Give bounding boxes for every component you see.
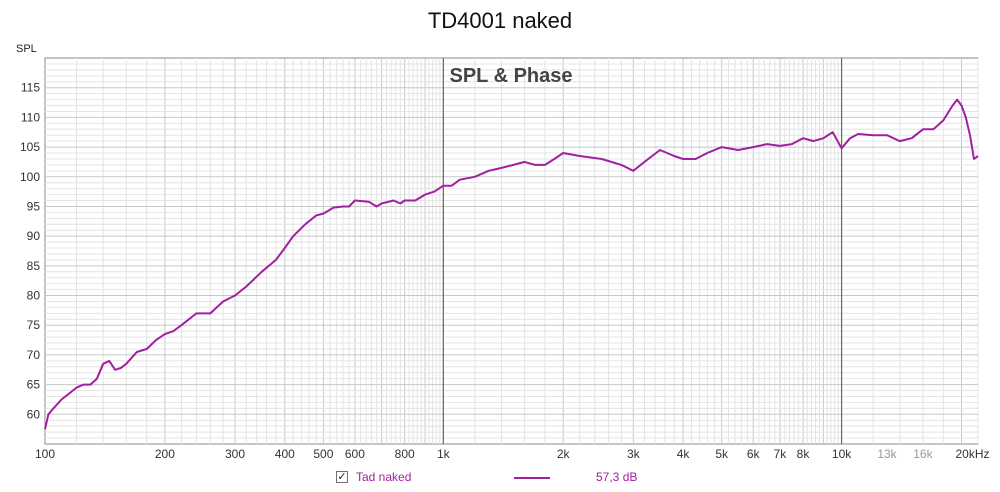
- y-tick-label: 105: [20, 140, 40, 154]
- legend-value: 57,3 dB: [596, 470, 638, 484]
- legend-series-label: Tad naked: [356, 470, 412, 484]
- y-tick-label: 60: [27, 407, 41, 421]
- x-tick-label: 8k: [797, 447, 811, 461]
- series-group: [44, 98, 979, 430]
- minor-grid: [45, 58, 979, 444]
- y-tick-label: 85: [27, 259, 41, 273]
- legend-checkbox[interactable]: ✓: [336, 471, 348, 483]
- x-tick-label: 400: [275, 447, 295, 461]
- x-tick-label: 4k: [677, 447, 691, 461]
- x-tick-label: 2k: [557, 447, 571, 461]
- chart-title: TD4001 naked: [427, 8, 573, 33]
- x-axis-ticks: 100 200 300 400 500 600 800 1k 2k 3k 4k 5k 6k 7k 8k 10k…: [35, 447, 990, 461]
- plot-area: [44, 57, 979, 445]
- y-tick-label: 115: [21, 81, 40, 95]
- series-line-tad-naked: [44, 98, 979, 430]
- y-tick-label: 95: [27, 200, 41, 214]
- x-tick-label: 3k: [627, 447, 641, 461]
- x-tick-label: 100: [35, 447, 55, 461]
- y-tick-label: 110: [21, 110, 40, 124]
- y-tick-label: 65: [27, 378, 41, 392]
- y-tick-label: 70: [27, 348, 41, 362]
- y-tick-label: 90: [27, 229, 41, 243]
- x-tick-label: 800: [395, 447, 415, 461]
- x-tick-label: 13k: [877, 447, 897, 461]
- x-tick-label: 10k: [832, 447, 852, 461]
- y-axis-ticks: 60 65 70 75 80 85 90 95 100 105 110 115: [20, 81, 40, 422]
- y-tick-label: 80: [27, 289, 41, 303]
- plot-subtitle: SPL & Phase: [449, 65, 572, 87]
- x-tick-label: 16k: [913, 447, 933, 461]
- x-tick-label: 300: [225, 447, 245, 461]
- x-tick-label: 500: [313, 447, 333, 461]
- y-axis-label: SPL: [16, 43, 37, 55]
- x-tick-label: 20kHz: [956, 447, 990, 461]
- y-tick-label: 100: [20, 170, 40, 184]
- x-tick-label: 6k: [747, 447, 761, 461]
- y-tick-label: 75: [27, 318, 41, 332]
- x-tick-label: 200: [155, 447, 175, 461]
- x-tick-label: 5k: [715, 447, 729, 461]
- major-grid: [442, 58, 843, 444]
- legend-swatch: [514, 477, 550, 479]
- x-tick-label: 1k: [437, 447, 451, 461]
- x-tick-label: 600: [345, 447, 365, 461]
- x-tick-label: 7k: [774, 447, 788, 461]
